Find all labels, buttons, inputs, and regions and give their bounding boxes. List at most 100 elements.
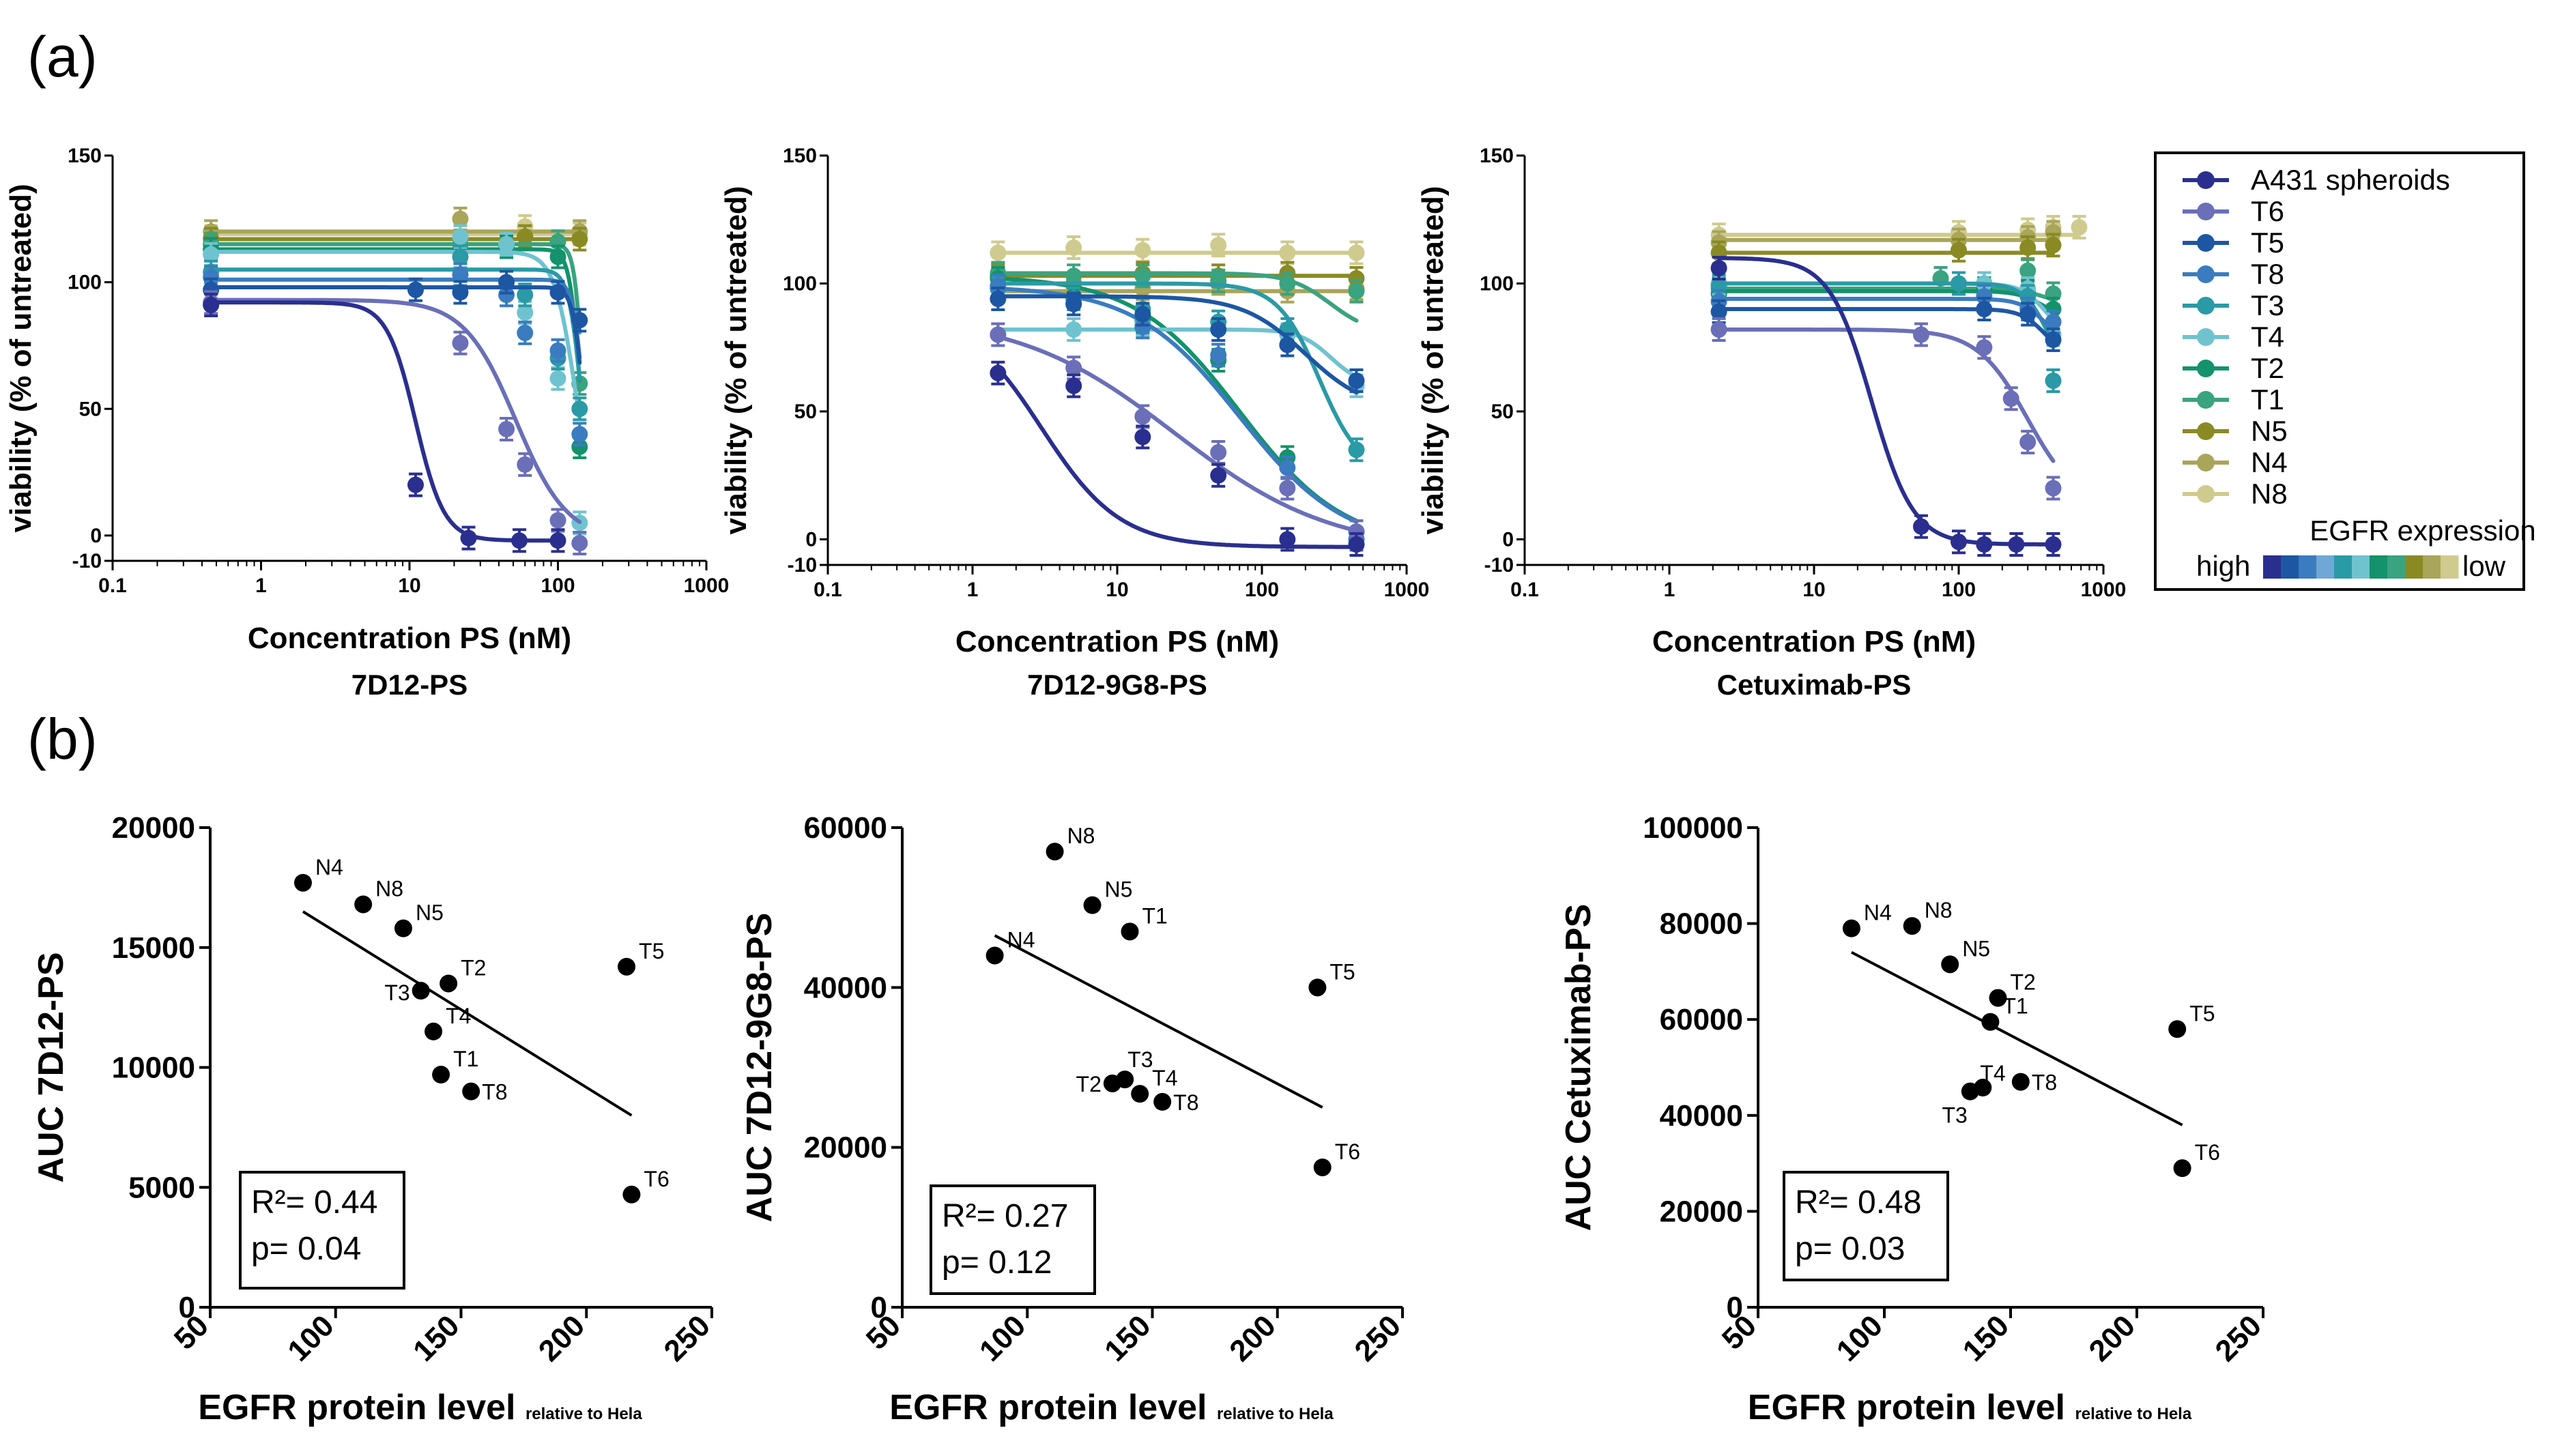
data-point bbox=[2071, 219, 2088, 235]
fit-curve bbox=[1716, 287, 2056, 302]
data-point bbox=[517, 228, 534, 245]
y-axis-title: AUC Cetuximab-PS bbox=[1559, 904, 1598, 1232]
fit-curve bbox=[1716, 297, 2056, 332]
data-point bbox=[549, 248, 566, 265]
point-label-t6: T6 bbox=[2195, 1140, 2220, 1165]
data-point bbox=[1134, 267, 1151, 285]
legend-swatch-dot bbox=[2197, 360, 2215, 377]
x-tick-label: 200 bbox=[1223, 1309, 1282, 1368]
y-axis-title: AUC 7D12-PS bbox=[31, 952, 71, 1182]
scatter-chart-1: 0 5000 10000 15000 20000 50 100 150 200 250 AUC 7D… bbox=[31, 811, 717, 1427]
scale-swatch bbox=[2423, 555, 2441, 579]
data-point bbox=[549, 370, 566, 387]
point-label-t4: T4 bbox=[1152, 1066, 1177, 1090]
y-tick-label: 100 bbox=[1480, 273, 1514, 295]
x-tick-label: 10 bbox=[398, 574, 420, 597]
point-n8 bbox=[1046, 843, 1064, 861]
fit-curve bbox=[1716, 256, 2056, 547]
fit-curve bbox=[209, 247, 582, 383]
point-t3 bbox=[1116, 1071, 1134, 1089]
x-tick-label: 50 bbox=[1716, 1309, 1763, 1356]
data-point bbox=[1348, 536, 1365, 553]
legend-item-n4: N4 bbox=[2183, 446, 2288, 478]
data-point bbox=[571, 401, 588, 418]
x-axis-title-main: EGFR protein level bbox=[1748, 1388, 2075, 1427]
data-point bbox=[517, 304, 534, 321]
x-axis-title: EGFR protein level relative to Hela bbox=[1748, 1388, 2192, 1427]
data-point bbox=[2045, 373, 2062, 389]
data-point bbox=[1348, 244, 1365, 261]
data-point bbox=[1348, 270, 1365, 287]
data-point bbox=[1065, 239, 1082, 256]
data-point bbox=[1279, 275, 1296, 292]
point-label-t2: T2 bbox=[461, 955, 486, 980]
legend-label: T6 bbox=[2251, 195, 2284, 227]
legend-item-a431-spheroids: A431 spheroids bbox=[2183, 164, 2450, 196]
point-label-t6: T6 bbox=[1335, 1139, 1360, 1164]
y-axis-title: AUC 7D12-9G8-PS bbox=[740, 913, 779, 1223]
x-axis-title: EGFR protein level relative to Hela bbox=[889, 1388, 1334, 1427]
data-point bbox=[452, 228, 469, 245]
point-label-t3: T3 bbox=[1942, 1103, 1967, 1128]
fit-curve bbox=[209, 250, 582, 421]
legend-swatch-dot bbox=[2197, 391, 2215, 409]
y-tick-label: 50 bbox=[1491, 401, 1514, 423]
y-tick-label: 0 bbox=[805, 529, 817, 551]
legend-label: T8 bbox=[2251, 258, 2284, 290]
y-tick-label: 0 bbox=[1727, 1291, 1743, 1324]
data-point bbox=[571, 438, 588, 455]
legend-box bbox=[2154, 151, 2525, 591]
y-tick-label: 100000 bbox=[1643, 811, 1743, 845]
series-a431-spheroids bbox=[203, 293, 566, 553]
data-point bbox=[990, 364, 1007, 381]
y-tick-label: 0 bbox=[179, 1291, 195, 1324]
data-point bbox=[407, 476, 425, 493]
y-tick-label: 100 bbox=[68, 272, 102, 294]
legend-label: T2 bbox=[2251, 352, 2284, 384]
data-point bbox=[452, 266, 469, 283]
r-squared: R²= 0.44 bbox=[251, 1184, 377, 1221]
p-value: p= 0.12 bbox=[942, 1244, 1052, 1281]
fit-curve bbox=[209, 277, 582, 360]
data-point bbox=[1976, 339, 1993, 356]
data-point bbox=[1710, 303, 1727, 320]
scale-swatch bbox=[2263, 555, 2282, 579]
panel-label-b: (b) bbox=[27, 707, 98, 771]
point-n5 bbox=[394, 919, 412, 937]
fit-curve bbox=[996, 294, 1359, 395]
point-label-t8: T8 bbox=[1173, 1090, 1198, 1115]
x-axis-title-sub: relative to Hela bbox=[1217, 1405, 1334, 1423]
y-tick-label: 50 bbox=[794, 401, 817, 423]
scatter-chart-3: 0 20000 40000 60000 80000 100000 50 100 150 200 25… bbox=[1559, 811, 2268, 1427]
scale-swatch bbox=[2299, 555, 2317, 579]
fit-curve bbox=[1716, 289, 2056, 313]
data-point bbox=[452, 248, 469, 265]
legend-item-n8: N8 bbox=[2183, 478, 2288, 510]
y-tick-label: 15000 bbox=[112, 931, 195, 965]
x-axis-title-sub: relative to Hela bbox=[526, 1405, 642, 1423]
stats-box bbox=[930, 1184, 1096, 1295]
y-tick-label: 40000 bbox=[1660, 1099, 1743, 1133]
panel-label-a: (a) bbox=[27, 25, 98, 89]
scatter-chart-2: 0 20000 40000 60000 50 100 150 200 250 AUC 7D12-9… bbox=[740, 811, 1407, 1427]
data-point bbox=[2008, 536, 2025, 553]
point-label-t1: T1 bbox=[2002, 994, 2028, 1019]
data-point bbox=[1279, 244, 1296, 261]
point-n8 bbox=[1903, 917, 1921, 935]
scale-swatch bbox=[2316, 555, 2335, 579]
point-t4 bbox=[425, 1022, 443, 1040]
point-n8 bbox=[354, 895, 373, 914]
point-label-n8: N8 bbox=[1925, 898, 1953, 922]
point-label-t2: T2 bbox=[1076, 1072, 1102, 1096]
y-axis-title: viability (% of untreated) bbox=[719, 186, 753, 535]
series-t5 bbox=[203, 270, 588, 365]
data-point bbox=[1951, 275, 1967, 292]
series-t6 bbox=[1710, 317, 2062, 501]
x-tick-label: 100 bbox=[1942, 579, 1976, 601]
data-point bbox=[1348, 373, 1365, 389]
y-tick-label: 100 bbox=[783, 273, 817, 295]
data-point bbox=[1951, 242, 1967, 259]
point-label-t5: T5 bbox=[2189, 1001, 2215, 1025]
